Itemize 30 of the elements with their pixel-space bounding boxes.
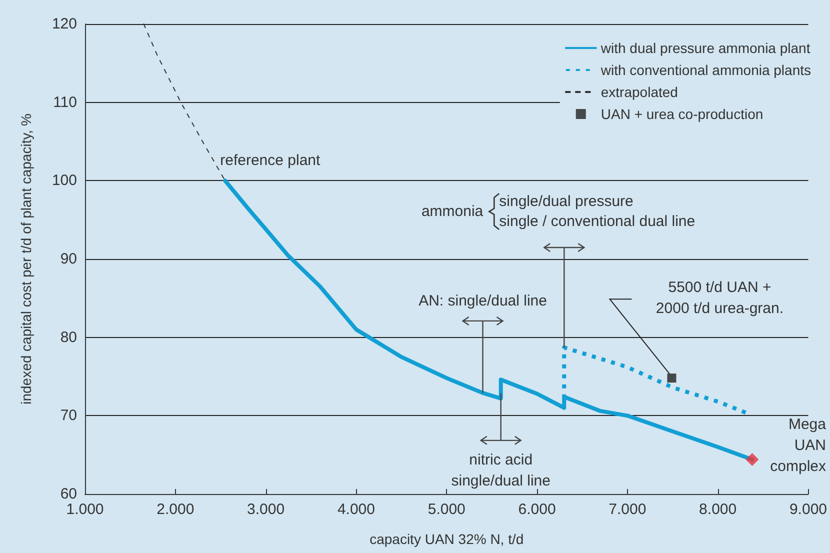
y-tick-label: 100	[52, 172, 77, 190]
x-tick-label: 6.000	[518, 501, 556, 518]
annotation: ammonia	[421, 203, 484, 220]
annotation: AN: single/dual line	[418, 292, 547, 310]
x-tick-label: 3.000	[247, 501, 285, 518]
x-tick-label: 1.000	[66, 501, 104, 518]
legend-label: extrapolated	[600, 84, 678, 100]
legend-label: with dual pressure ammonia plant	[600, 40, 810, 56]
legend-label: with conventional ammonia plants	[600, 62, 812, 78]
y-tick-label: 70	[60, 407, 77, 424]
annotation: nitric acid single/dual line	[451, 451, 550, 490]
legend-label: UAN + urea co-production	[600, 106, 764, 122]
annotation: single/dual pressure	[499, 193, 634, 210]
y-tick-label: 60	[60, 486, 77, 502]
x-tick-label: 4.000	[337, 501, 375, 518]
annotation: Mega UAN complex	[770, 416, 827, 476]
annotation: 5500 t/d UAN + 2000 t/d urea-gran.	[656, 279, 784, 318]
y-tick-label: 90	[60, 250, 77, 268]
y-axis-title: indexed capital cost per t/d of plant capacity, %	[18, 114, 34, 404]
y-tick-label: 80	[60, 328, 77, 346]
x-tick-label: 7.000	[608, 501, 646, 518]
annotation: single / conventional dual line	[499, 213, 696, 230]
x-axis-title: capacity UAN 32% N, t/d	[370, 531, 524, 547]
y-tick-label: 110	[53, 94, 77, 111]
annotation: reference plant	[220, 152, 322, 170]
x-tick-label: 8.000	[699, 501, 737, 518]
x-tick-label: 5.000	[428, 501, 466, 518]
y-tick-label: 120	[52, 16, 77, 32]
x-tick-label: 9.000	[789, 501, 828, 518]
x-tick-label: 2.000	[156, 501, 194, 518]
